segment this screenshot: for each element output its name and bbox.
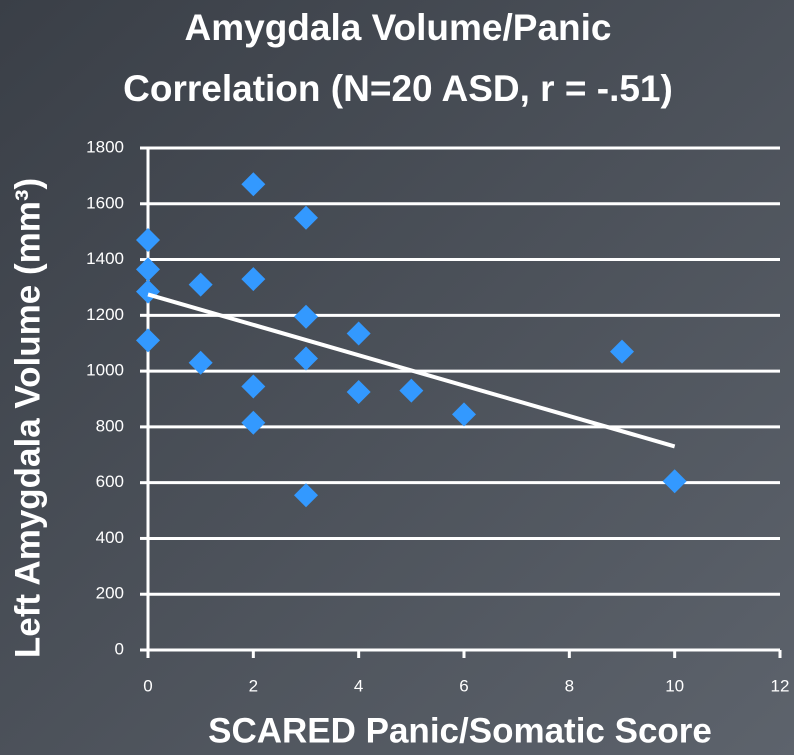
point	[136, 228, 160, 253]
point	[241, 410, 266, 435]
y-tick-label: 1600	[86, 193, 124, 212]
trend-line	[147, 292, 676, 449]
x-tick-label: 10	[665, 676, 684, 695]
point	[662, 469, 687, 494]
point	[346, 380, 371, 405]
point	[610, 339, 634, 364]
point	[188, 350, 213, 375]
x-axis-label: SCARED Panic/Somatic Score	[208, 711, 712, 750]
x-tick-label: 4	[354, 676, 363, 695]
y-tick-label: 600	[96, 472, 124, 491]
point	[136, 257, 160, 282]
x-tick-label: 8	[565, 676, 574, 695]
y-tick-label: 0	[115, 639, 124, 658]
point	[294, 346, 318, 371]
y-tick-label: 1800	[86, 137, 124, 156]
x-tick-label: 0	[143, 676, 152, 695]
y-tick-label: 400	[96, 528, 124, 547]
point	[452, 402, 476, 427]
y-axis-label: Left Amygdala Volume (mm³)	[8, 178, 47, 658]
point	[136, 328, 160, 353]
point	[294, 304, 318, 329]
chart-title: Amygdala Volume/Panic	[185, 7, 612, 48]
point	[399, 378, 424, 403]
point	[346, 321, 371, 346]
y-tick-label: 800	[96, 416, 124, 435]
point	[188, 272, 213, 297]
point	[294, 483, 318, 508]
y-tick-label: 1400	[86, 249, 124, 268]
y-tick-label: 200	[96, 584, 124, 603]
x-tick-label: 2	[249, 676, 258, 695]
point	[241, 172, 266, 197]
point	[241, 267, 266, 292]
x-tick-label: 6	[459, 676, 468, 695]
y-tick-label: 1000	[86, 361, 124, 380]
point	[294, 205, 318, 230]
point	[241, 374, 266, 399]
chart-title: Correlation (N=20 ASD, r = -.51)	[123, 68, 673, 109]
y-tick-label: 1200	[86, 305, 124, 324]
x-tick-label: 12	[771, 676, 790, 695]
